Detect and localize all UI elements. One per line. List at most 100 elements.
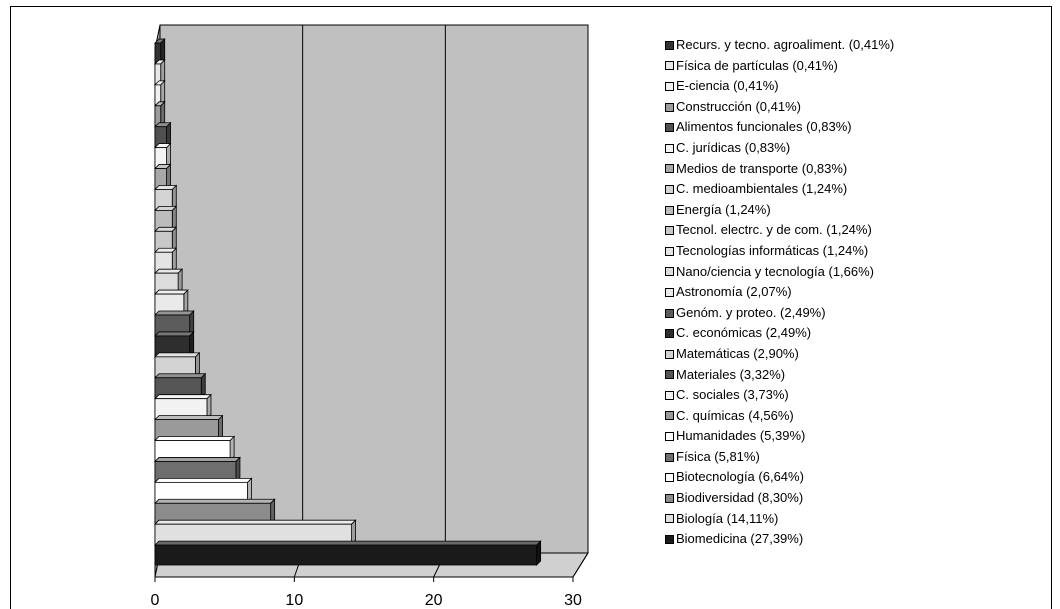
x-tick-label: 0 xyxy=(151,592,160,609)
legend-label: Materiales (3,32%) xyxy=(676,365,785,386)
legend-label: Construcción (0,41%) xyxy=(676,97,801,118)
legend-label: Alimentos funcionales (0,83%) xyxy=(676,117,852,138)
legend-swatch xyxy=(665,164,674,173)
legend-item: Biología (14,11%) xyxy=(665,509,894,530)
legend-item: Humanidades (5,39%) xyxy=(665,426,894,447)
bar-side xyxy=(167,123,171,147)
legend-label: Física de partículas (0,41%) xyxy=(676,56,838,77)
legend-label: Recurs. y tecno. agroaliment. (0,41%) xyxy=(676,35,894,56)
legend-swatch xyxy=(665,123,674,132)
legend-label: Física (5,81%) xyxy=(676,447,760,468)
legend-swatch xyxy=(665,267,674,276)
bar-side xyxy=(352,520,356,544)
legend-label: Medios de transporte (0,83%) xyxy=(676,159,847,180)
legend-item: Biotecnología (6,64%) xyxy=(665,467,894,488)
legend-swatch xyxy=(665,514,674,523)
bar-side xyxy=(172,248,176,272)
bar-side xyxy=(195,353,199,377)
legend-swatch xyxy=(665,391,674,400)
bar-top xyxy=(155,395,211,399)
legend: Recurs. y tecno. agroaliment. (0,41%) Fís… xyxy=(665,35,894,550)
legend-swatch xyxy=(665,103,674,112)
bar-top xyxy=(155,332,194,336)
bar xyxy=(155,545,537,565)
bar-side xyxy=(172,227,176,251)
legend-label: Biología (14,11%) xyxy=(676,509,778,530)
bar-side xyxy=(271,499,275,523)
legend-label: Nano/ciencia y tecnología (1,66%) xyxy=(676,262,874,283)
legend-item: Energía (1,24%) xyxy=(665,200,894,221)
bar-side xyxy=(230,437,234,461)
bar-side xyxy=(172,185,176,209)
bar-side xyxy=(219,416,223,440)
legend-label: Genóm. y proteo. (2,49%) xyxy=(676,303,826,324)
bar-top xyxy=(155,311,194,315)
legend-label: C. económicas (2,49%) xyxy=(676,323,811,344)
legend-item: Física de partículas (0,41%) xyxy=(665,56,894,77)
legend-item: Alimentos funcionales (0,83%) xyxy=(665,117,894,138)
legend-label: C. jurídicas (0,83%) xyxy=(676,138,790,159)
legend-swatch xyxy=(665,288,674,297)
legend-swatch xyxy=(665,473,674,482)
legend-label: Biodiversidad (8,30%) xyxy=(676,488,803,509)
legend-label: Tecnol. electrc. y de com. (1,24%) xyxy=(676,220,872,241)
legend-item: Física (5,81%) xyxy=(665,447,894,468)
x-tick-label: 10 xyxy=(285,592,303,609)
bar-top xyxy=(155,353,199,357)
bar-top xyxy=(155,416,223,420)
legend-swatch xyxy=(665,309,674,318)
legend-swatch xyxy=(665,206,674,215)
x-tick-label: 30 xyxy=(564,592,582,609)
legend-label: Matemáticas (2,90%) xyxy=(676,344,799,365)
legend-label: Energía (1,24%) xyxy=(676,200,771,221)
legend-label: C. medioambientales (1,24%) xyxy=(676,179,847,200)
legend-swatch xyxy=(665,247,674,256)
bar-side xyxy=(167,165,171,189)
bar-top xyxy=(155,541,541,545)
legend-item: Construcción (0,41%) xyxy=(665,97,894,118)
bar-side xyxy=(161,81,165,105)
legend-item: Recurs. y tecno. agroaliment. (0,41%) xyxy=(665,35,894,56)
bar-top xyxy=(155,478,252,482)
bar-side xyxy=(178,269,182,293)
legend-item: C. sociales (3,73%) xyxy=(665,385,894,406)
legend-swatch xyxy=(665,61,674,70)
bar-side xyxy=(190,332,194,356)
bar-side xyxy=(161,39,165,63)
legend-item: Genóm. y proteo. (2,49%) xyxy=(665,303,894,324)
legend-item: Biodiversidad (8,30%) xyxy=(665,488,894,509)
legend-label: Biomedicina (27,39%) xyxy=(676,529,803,550)
bar-side xyxy=(537,541,541,565)
legend-item: E-ciencia (0,41%) xyxy=(665,76,894,97)
legend-swatch xyxy=(665,329,674,338)
legend-item: C. económicas (2,49%) xyxy=(665,323,894,344)
legend-swatch xyxy=(665,411,674,420)
legend-label: Biotecnología (6,64%) xyxy=(676,467,804,488)
bar-side xyxy=(201,374,205,398)
legend-item: Nano/ciencia y tecnología (1,66%) xyxy=(665,262,894,283)
legend-item: Biomedicina (27,39%) xyxy=(665,529,894,550)
bar-side xyxy=(172,206,176,230)
legend-swatch xyxy=(665,370,674,379)
legend-swatch xyxy=(665,185,674,194)
legend-swatch xyxy=(665,432,674,441)
legend-item: Materiales (3,32%) xyxy=(665,365,894,386)
bar-top xyxy=(155,520,356,524)
legend-item: C. medioambientales (1,24%) xyxy=(665,179,894,200)
legend-item: Tecnol. electrc. y de com. (1,24%) xyxy=(665,220,894,241)
bar-side xyxy=(190,311,194,335)
bar-side xyxy=(236,457,240,481)
legend-item: Tecnologías informáticas (1,24%) xyxy=(665,241,894,262)
legend-swatch xyxy=(665,350,674,359)
bar-top xyxy=(155,499,275,503)
bar-side xyxy=(161,60,165,84)
legend-swatch xyxy=(665,41,674,50)
bar-top xyxy=(155,269,182,273)
legend-label: Humanidades (5,39%) xyxy=(676,426,805,447)
legend-label: C. químicas (4,56%) xyxy=(676,406,794,427)
legend-swatch xyxy=(665,82,674,91)
legend-item: Matemáticas (2,90%) xyxy=(665,344,894,365)
bar-top xyxy=(155,457,240,461)
legend-label: Astronomía (2,07%) xyxy=(676,282,792,303)
bar-top xyxy=(155,437,234,441)
